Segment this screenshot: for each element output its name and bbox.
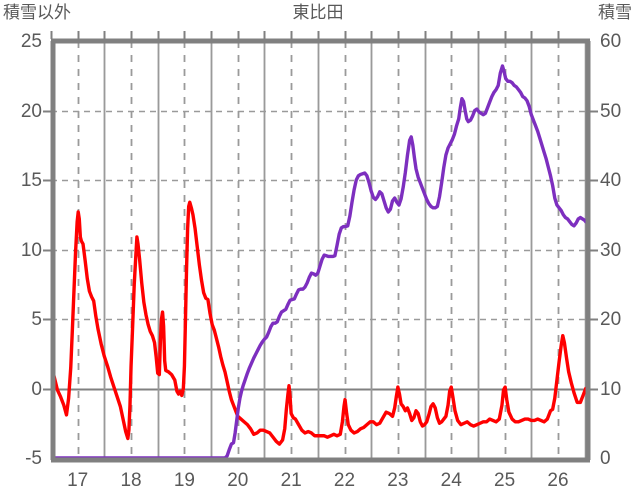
y-axis-label-right: 20 — [600, 309, 622, 330]
series-line-1 — [51, 200, 588, 446]
y-axis-label-left: 15 — [20, 170, 42, 191]
y-axis-label-right: 0 — [600, 448, 611, 469]
y-axis-label-left: 10 — [20, 239, 42, 261]
x-axis-label: 20 — [227, 470, 249, 491]
y-axis-label-left: 0 — [31, 378, 42, 400]
y-axis-label-right: 50 — [600, 100, 622, 122]
right-axis-title: 積雪 — [598, 3, 632, 22]
y-axis-label-right: 60 — [600, 31, 622, 52]
x-axis-label: 21 — [280, 470, 302, 491]
y-axis-label-right: 40 — [600, 170, 622, 191]
y-axis-label-left: -5 — [25, 448, 42, 469]
y-axis-label-left: 20 — [20, 100, 42, 122]
y-axis-label-left: 25 — [20, 31, 42, 52]
x-axis-label: 24 — [440, 470, 462, 491]
axis-frame — [43, 31, 598, 463]
x-axis-label: 26 — [547, 470, 569, 491]
chart-title: 東比田 — [292, 3, 344, 22]
y-axis-label-right: 30 — [600, 239, 622, 261]
x-axis-label: 19 — [173, 470, 195, 491]
x-axis-label: 22 — [333, 470, 356, 491]
x-axis-label: 17 — [67, 470, 89, 491]
x-axis-label: 23 — [387, 470, 409, 491]
series-layer — [51, 64, 588, 460]
y-axis-label-left: 5 — [31, 309, 42, 330]
y-axis-label-right: 10 — [600, 378, 622, 400]
x-axis-label: 18 — [120, 470, 142, 491]
series-line-2 — [51, 64, 588, 460]
left-axis-title: 積雪以外 — [3, 3, 71, 22]
x-axis-label: 25 — [494, 470, 516, 491]
